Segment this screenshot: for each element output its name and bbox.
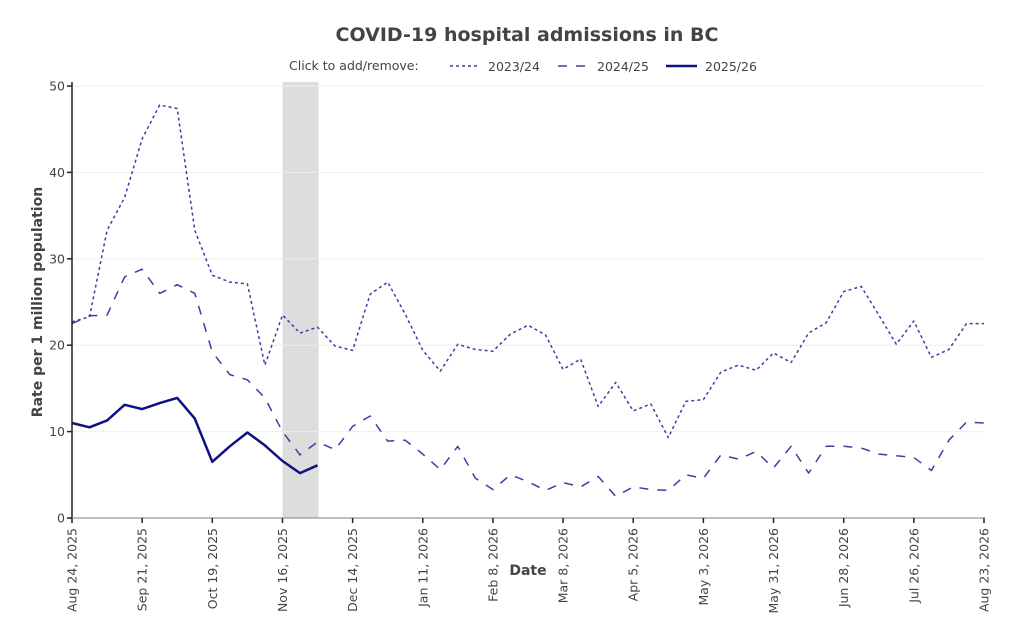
x-tick-label: Nov 16, 2025	[275, 528, 290, 612]
x-axis-title: Date	[509, 563, 546, 579]
legend-item-2024-25[interactable]: 2024/25	[558, 59, 649, 74]
x-tick-label: Mar 8, 2026	[556, 528, 571, 603]
legend-label-2024-25: 2024/25	[597, 59, 649, 74]
y-ticks: 0 10 20 30 40 50	[49, 79, 72, 526]
y-tick-label: 20	[49, 338, 65, 353]
y-tick-label: 10	[49, 424, 65, 439]
series-line-2024-25	[71, 268, 985, 498]
chart-title: COVID-19 hospital admissions in BC	[336, 24, 719, 46]
series-lines	[71, 104, 985, 498]
x-ticks: Aug 24, 2025 Sep 21, 2025 Oct 19, 2025 Nov …	[65, 518, 992, 613]
legend-caption: Click to add/remove:	[289, 58, 419, 73]
x-tick-label: Jun 28, 2026	[836, 528, 851, 608]
x-tick-label: Jan 11, 2026	[415, 528, 430, 608]
series-line-2023-24	[71, 104, 984, 439]
x-tick-label: Dec 14, 2025	[345, 528, 360, 612]
x-tick-label: Apr 5, 2026	[626, 528, 641, 601]
legend-label-2025-26: 2025/26	[705, 59, 757, 74]
x-tick-label: Feb 8, 2026	[485, 528, 500, 602]
x-tick-label: Aug 23, 2026	[977, 528, 992, 612]
y-axis-title: Rate per 1 million population	[30, 187, 46, 417]
y-tick-label: 50	[49, 79, 65, 94]
x-tick-label: Jul 26, 2026	[906, 528, 921, 604]
y-tick-label: 40	[49, 165, 65, 180]
legend-item-2023-24[interactable]: 2023/24	[450, 59, 540, 74]
x-tick-label: Oct 19, 2025	[205, 528, 220, 609]
x-tick-label: Aug 24, 2025	[65, 528, 80, 612]
legend-label-2023-24: 2023/24	[488, 59, 540, 74]
legend: Click to add/remove: 2023/24 2024/25 202…	[289, 58, 757, 74]
series-line-2025-26	[71, 396, 319, 475]
y-tick-label: 0	[57, 511, 65, 526]
highlight-band-layer	[282, 82, 319, 518]
x-tick-label: May 31, 2026	[766, 528, 781, 614]
highlight-band	[282, 82, 319, 518]
x-tick-label: Sep 21, 2025	[135, 528, 150, 611]
legend-item-2025-26[interactable]: 2025/26	[666, 59, 757, 74]
y-tick-label: 30	[49, 251, 65, 266]
x-tick-label: May 3, 2026	[696, 528, 711, 606]
axes	[71, 82, 985, 519]
gridlines	[72, 85, 984, 433]
